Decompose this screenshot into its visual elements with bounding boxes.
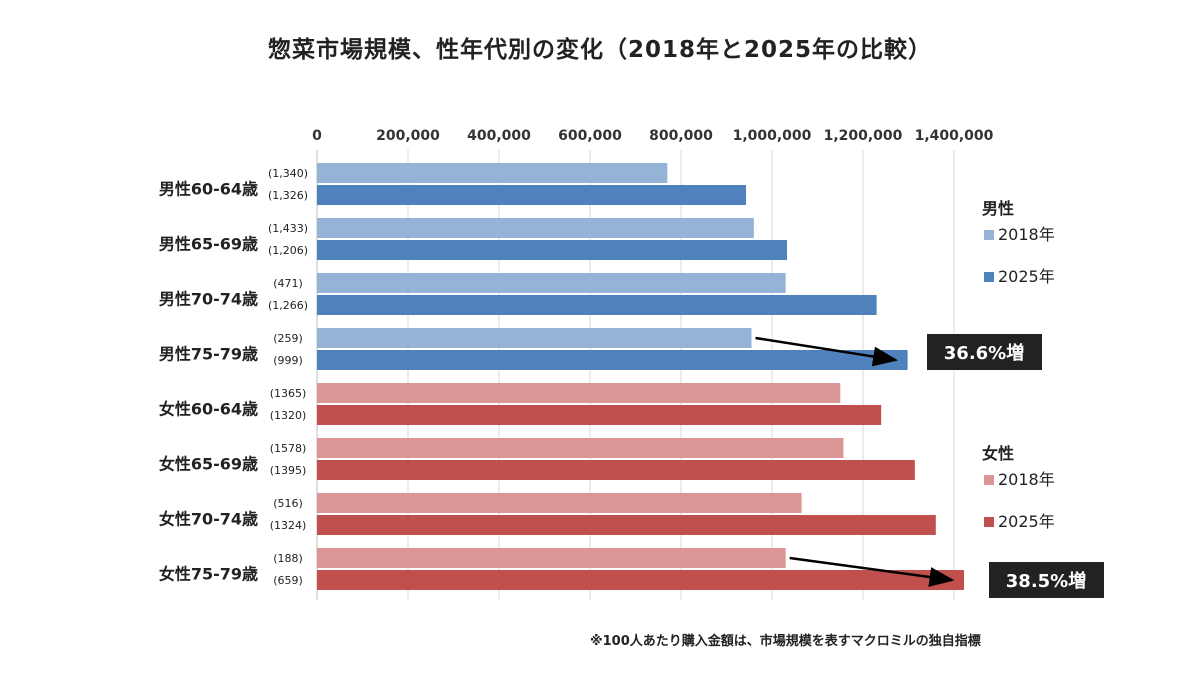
x-tick-label: 1,200,000 bbox=[824, 128, 903, 144]
legend-swatch bbox=[984, 230, 994, 240]
annotation-label: 38.5%増 bbox=[1006, 570, 1086, 592]
category-label: 男性75-79歳 bbox=[159, 345, 258, 364]
bar bbox=[317, 328, 752, 348]
legend-swatch bbox=[984, 272, 994, 282]
footnote: ※100人あたり購入金額は、市場規模を表すマクロミルの独自指標 bbox=[590, 634, 981, 649]
category-label: 女性70-74歳 bbox=[159, 510, 258, 529]
sample-size-label: (1365) bbox=[270, 387, 307, 400]
bar bbox=[317, 350, 908, 370]
bar bbox=[317, 218, 754, 238]
bar bbox=[317, 163, 668, 183]
sample-size-label: (259) bbox=[273, 332, 303, 345]
legend-swatch bbox=[984, 517, 994, 527]
sample-size-label: (1395) bbox=[270, 464, 307, 477]
sample-size-label: (471) bbox=[273, 277, 303, 290]
legend-label: 2018年 bbox=[998, 225, 1055, 244]
bar bbox=[317, 185, 747, 205]
bar bbox=[317, 570, 965, 590]
legend-group-title: 男性 bbox=[982, 199, 1014, 218]
sample-size-label: (659) bbox=[273, 574, 303, 587]
category-label: 女性60-64歳 bbox=[159, 400, 258, 419]
legend-label: 2025年 bbox=[998, 267, 1055, 286]
annotation-box bbox=[989, 562, 1104, 598]
sample-size-label: (1,206) bbox=[268, 244, 308, 257]
category-label: 男性70-74歳 bbox=[159, 290, 258, 309]
bar bbox=[317, 548, 786, 568]
bar bbox=[317, 383, 841, 403]
x-tick-label: 600,000 bbox=[558, 128, 622, 144]
bar bbox=[317, 295, 877, 315]
category-label: 男性60-64歳 bbox=[159, 180, 258, 199]
bar bbox=[317, 493, 802, 513]
sample-size-label: (188) bbox=[273, 552, 303, 565]
x-tick-label: 0 bbox=[312, 128, 322, 144]
x-tick-label: 1,000,000 bbox=[733, 128, 812, 144]
x-tick-label: 200,000 bbox=[376, 128, 440, 144]
legend-swatch bbox=[984, 475, 994, 485]
category-label: 男性65-69歳 bbox=[159, 235, 258, 254]
sample-size-label: (516) bbox=[273, 497, 303, 510]
x-tick-label: 400,000 bbox=[467, 128, 531, 144]
sample-size-label: (1320) bbox=[270, 409, 307, 422]
bar bbox=[317, 405, 882, 425]
category-label: 女性75-79歳 bbox=[159, 565, 258, 584]
legend-label: 2018年 bbox=[998, 470, 1055, 489]
bar bbox=[317, 240, 788, 260]
annotation-label: 36.6%増 bbox=[944, 342, 1024, 364]
sample-size-label: (999) bbox=[273, 354, 303, 367]
sample-size-label: (1,340) bbox=[268, 167, 308, 180]
x-tick-label: 1,400,000 bbox=[915, 128, 994, 144]
annotation-arrow bbox=[755, 336, 899, 367]
bar bbox=[317, 273, 786, 293]
legend-label: 2025年 bbox=[998, 512, 1055, 531]
chart-title: 惣菜市場規模、性年代別の変化（2018年と2025年の比較） bbox=[267, 37, 933, 63]
legend-group-title: 女性 bbox=[982, 444, 1014, 463]
sample-size-label: (1,326) bbox=[268, 189, 308, 202]
annotation-arrow bbox=[789, 556, 955, 587]
sample-size-label: (1578) bbox=[270, 442, 307, 455]
bar bbox=[317, 515, 936, 535]
annotation-box bbox=[927, 334, 1042, 370]
x-tick-label: 800,000 bbox=[649, 128, 713, 144]
sample-size-label: (1324) bbox=[270, 519, 307, 532]
bar bbox=[317, 460, 915, 480]
sample-size-label: (1,433) bbox=[268, 222, 308, 235]
category-label: 女性65-69歳 bbox=[159, 455, 258, 474]
sample-size-label: (1,266) bbox=[268, 299, 308, 312]
bar bbox=[317, 438, 844, 458]
